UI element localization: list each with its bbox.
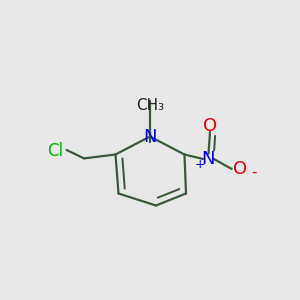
- Text: N: N: [143, 128, 157, 146]
- Text: N: N: [202, 150, 215, 168]
- Text: +: +: [195, 158, 206, 171]
- Text: O: O: [203, 117, 217, 135]
- Text: -: -: [251, 165, 256, 180]
- Text: O: O: [233, 160, 247, 178]
- Text: Cl: Cl: [47, 142, 64, 160]
- Text: CH₃: CH₃: [136, 98, 164, 112]
